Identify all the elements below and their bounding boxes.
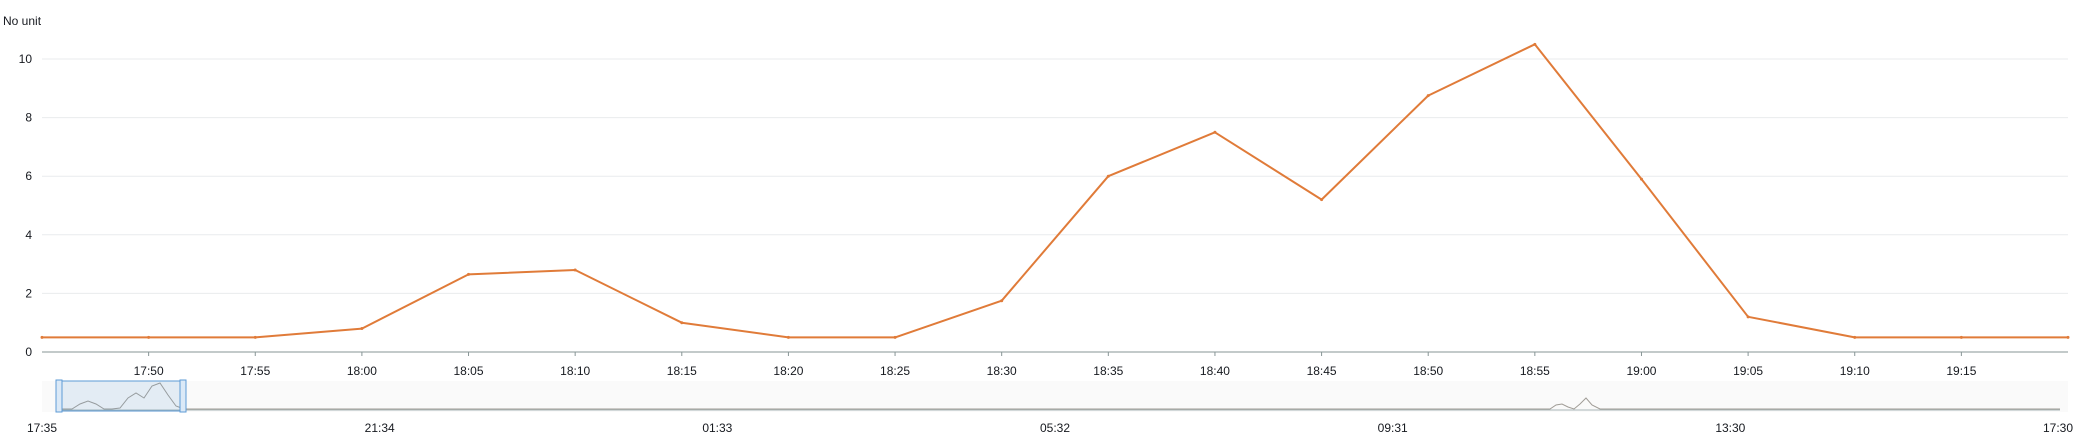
overview-tick-label: 09:31	[1378, 421, 1408, 435]
overview-tick-label: 17:30	[2043, 421, 2073, 435]
x-tick-label: 17:55	[240, 364, 270, 378]
overview-tick-label: 05:32	[1040, 421, 1070, 435]
x-tick-label: 17:50	[134, 364, 164, 378]
data-point[interactable]	[147, 335, 151, 339]
overview-tick-labels: 17:35 21:34 01:33 05:32 09:31 13:30 17:30	[27, 421, 2073, 435]
x-tick-label: 18:10	[560, 364, 590, 378]
overview-sparkline-main	[58, 382, 2060, 410]
y-tick-label: 10	[19, 52, 33, 66]
data-point[interactable]	[1639, 177, 1643, 181]
data-point[interactable]	[1000, 299, 1004, 303]
series-line[interactable]	[42, 43, 2068, 339]
x-tick-label: 19:10	[1840, 364, 1870, 378]
x-tick-label: 18:25	[880, 364, 910, 378]
overview-right-handle[interactable]	[179, 379, 187, 413]
x-tick-label: 18:45	[1307, 364, 1337, 378]
x-tick-label: 19:05	[1733, 364, 1763, 378]
y-tick-label: 0	[25, 345, 32, 359]
data-point[interactable]	[1320, 198, 1324, 202]
y-axis-ticks: 0 2 4 6 8 10	[19, 52, 33, 359]
data-point[interactable]	[1959, 335, 1963, 339]
overview-selection-window[interactable]	[57, 380, 185, 412]
x-tick-label: 18:00	[347, 364, 377, 378]
data-point[interactable]	[2066, 335, 2070, 339]
overview-timeline[interactable]	[42, 379, 2068, 413]
data-point[interactable]	[680, 321, 684, 325]
y-tick-label: 4	[25, 228, 32, 242]
data-point[interactable]	[1106, 174, 1110, 178]
y-tick-label: 8	[25, 111, 32, 125]
overview-tick-label: 21:34	[365, 421, 395, 435]
x-tick-label: 18:05	[454, 364, 484, 378]
y-tick-label: 2	[25, 286, 32, 300]
series-layer	[40, 42, 2070, 339]
x-tick-label: 18:20	[773, 364, 803, 378]
overview-left-handle[interactable]	[55, 379, 63, 413]
data-point[interactable]	[1213, 130, 1217, 134]
x-tick-label: 18:35	[1093, 364, 1123, 378]
data-point[interactable]	[360, 327, 364, 331]
data-point[interactable]	[893, 335, 897, 339]
overview-tick-label: 17:35	[27, 421, 57, 435]
x-tick-label: 19:00	[1626, 364, 1656, 378]
x-axis-ticks: 17:50 17:55 18:00 18:05 18:10 18:15 18:20 18:25…	[134, 352, 1977, 378]
data-point[interactable]	[1746, 315, 1750, 319]
x-tick-label: 18:50	[1413, 364, 1443, 378]
data-point[interactable]	[1853, 335, 1857, 339]
data-point[interactable]	[253, 335, 257, 339]
overview-tick-label: 13:30	[1715, 421, 1745, 435]
data-point[interactable]	[1533, 42, 1537, 46]
y-axis-unit-label: No unit	[3, 14, 42, 28]
data-point[interactable]	[40, 335, 44, 339]
data-point[interactable]	[786, 335, 790, 339]
x-tick-label: 19:15	[1946, 364, 1976, 378]
data-point[interactable]	[573, 268, 577, 272]
grid-lines	[42, 58, 2068, 294]
overview-track	[42, 381, 2068, 412]
overview-tick-label: 01:33	[702, 421, 732, 435]
x-tick-label: 18:40	[1200, 364, 1230, 378]
data-point[interactable]	[467, 272, 471, 276]
x-tick-label: 18:30	[987, 364, 1017, 378]
y-tick-label: 6	[25, 169, 32, 183]
x-tick-label: 18:55	[1520, 364, 1550, 378]
x-tick-label: 18:15	[667, 364, 697, 378]
data-point[interactable]	[1426, 94, 1430, 98]
